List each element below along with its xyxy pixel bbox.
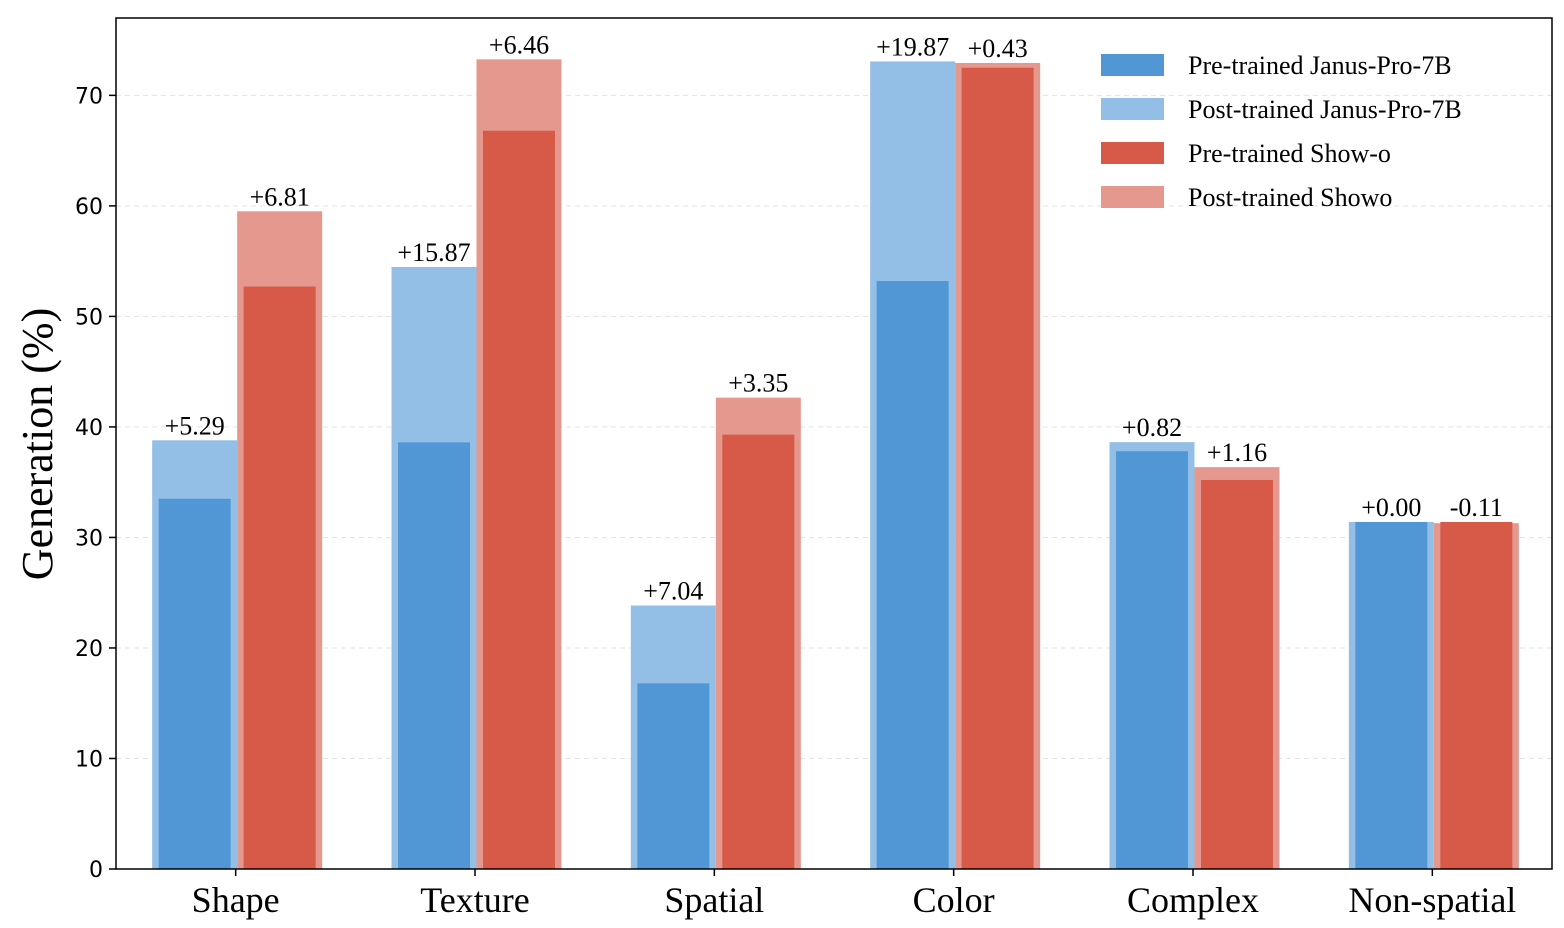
bar-pre-trained-showo bbox=[483, 130, 555, 870]
data-label-showo-delta: -0.11 bbox=[1450, 493, 1503, 522]
y-tick-label: 0 bbox=[89, 858, 103, 883]
x-tick-label: Texture bbox=[420, 880, 529, 920]
bar-pre-trained-showo bbox=[243, 286, 316, 869]
legend-label: Post-trained Showo bbox=[1188, 183, 1392, 212]
y-tick-label: 60 bbox=[75, 195, 103, 220]
bar-pre-trained-janus bbox=[876, 281, 949, 869]
y-tick-label: 30 bbox=[75, 526, 103, 551]
legend-label: Pre-trained Janus-Pro-7B bbox=[1188, 51, 1452, 80]
y-tick-label: 10 bbox=[75, 747, 103, 772]
axes: 0 10 20 30 40 50 60 70 Shape Texture Spatial Color C… bbox=[75, 84, 1516, 920]
y-tick-label: 50 bbox=[75, 305, 103, 330]
legend: Pre-trained Janus-Pro-7B Post-trained Jan… bbox=[1101, 51, 1462, 212]
x-tick-label: Complex bbox=[1127, 880, 1259, 920]
data-label-showo-delta: +6.81 bbox=[250, 182, 310, 211]
bar-pre-trained-janus bbox=[158, 498, 231, 869]
x-tick-label: Non-spatial bbox=[1348, 880, 1516, 920]
legend-label: Post-trained Janus-Pro-7B bbox=[1188, 95, 1462, 124]
y-axis-label: Generation (%) bbox=[13, 308, 62, 580]
data-labels: +5.29 +6.81 +15.87 +6.46 +7.04 +3.35 +19.87 +0.… bbox=[165, 30, 1503, 605]
bar-pre-trained-showo bbox=[1440, 521, 1513, 869]
y-tick-label: 20 bbox=[75, 637, 103, 662]
data-label-showo-delta: +1.16 bbox=[1207, 438, 1267, 467]
plot-frame bbox=[115, 17, 1553, 870]
legend-swatch bbox=[1101, 98, 1164, 120]
data-label-showo-delta: +0.43 bbox=[968, 34, 1028, 63]
bar-pre-trained-showo bbox=[961, 67, 1034, 869]
bar-pre-trained-janus bbox=[1355, 521, 1428, 869]
x-tick-label: Shape bbox=[192, 880, 280, 920]
bars bbox=[152, 59, 1519, 870]
data-label-janus-delta: +0.00 bbox=[1361, 493, 1421, 522]
y-tick-label: 70 bbox=[75, 84, 103, 109]
bar-pre-trained-janus bbox=[637, 683, 710, 869]
data-label-showo-delta: +3.35 bbox=[728, 369, 788, 398]
data-label-showo-delta: +6.46 bbox=[489, 30, 549, 59]
data-label-janus-delta: +7.04 bbox=[643, 577, 703, 606]
data-label-janus-delta: +0.82 bbox=[1122, 413, 1182, 442]
x-tick-label: Spatial bbox=[664, 880, 764, 920]
legend-swatch bbox=[1101, 186, 1164, 208]
x-tick-label: Color bbox=[913, 880, 995, 920]
legend-label: Pre-trained Show-o bbox=[1188, 139, 1391, 168]
bar-pre-trained-janus bbox=[398, 442, 470, 869]
data-label-janus-delta: +19.87 bbox=[876, 32, 949, 61]
legend-swatch bbox=[1101, 54, 1164, 76]
bar-pre-trained-janus bbox=[1116, 451, 1188, 869]
y-tick-label: 40 bbox=[75, 416, 103, 441]
legend-swatch bbox=[1101, 142, 1164, 164]
bar-pre-trained-showo bbox=[1201, 479, 1273, 869]
bar-pre-trained-showo bbox=[722, 434, 795, 869]
data-label-janus-delta: +15.87 bbox=[397, 238, 470, 267]
data-label-janus-delta: +5.29 bbox=[165, 411, 225, 440]
